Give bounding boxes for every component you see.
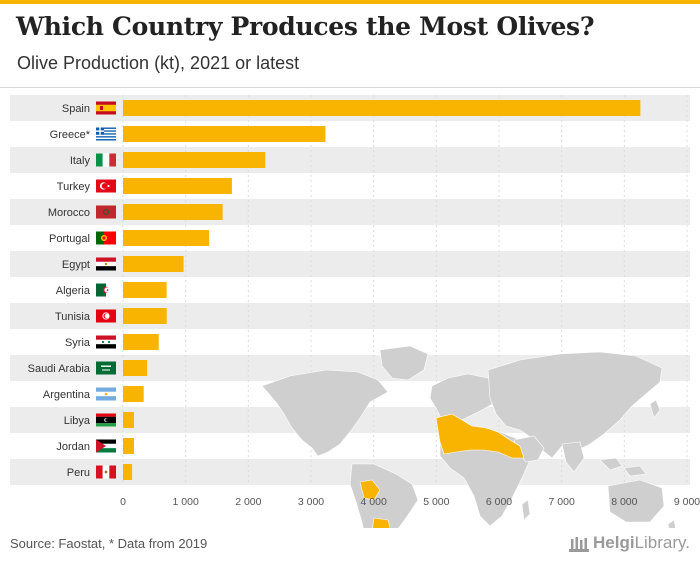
bar xyxy=(123,334,159,350)
category-label: Greece* xyxy=(50,129,91,141)
x-tick-label: 3 000 xyxy=(298,496,324,508)
helgilibrary-logo: HelgiLibrary. xyxy=(569,533,690,553)
world-map-illustration xyxy=(261,345,676,528)
x-tick-label: 9 000 xyxy=(674,496,700,508)
bar xyxy=(123,100,641,116)
flag-peru-icon xyxy=(96,465,116,479)
x-tick-label: 4 000 xyxy=(361,496,387,508)
logo-suffix: Library. xyxy=(634,533,690,552)
category-label: Portugal xyxy=(49,233,90,245)
flag-argentina-icon xyxy=(96,387,116,401)
category-label: Italy xyxy=(70,155,91,167)
bar xyxy=(123,360,148,376)
bar xyxy=(123,438,134,454)
source-note: Source: Faostat, * Data from 2019 xyxy=(10,536,208,551)
flag-syria-icon xyxy=(96,335,116,349)
category-label: Jordan xyxy=(56,441,90,453)
flag-morocco-icon xyxy=(96,205,116,219)
x-tick-label: 1 000 xyxy=(173,496,199,508)
category-label: Spain xyxy=(62,103,90,115)
library-columns-icon xyxy=(569,536,589,552)
category-label: Syria xyxy=(65,337,91,349)
bar xyxy=(123,126,326,142)
bar xyxy=(123,464,133,480)
x-tick-label: 8 000 xyxy=(611,496,637,508)
bar xyxy=(123,386,144,402)
logo-prefix: Helgi xyxy=(593,533,635,552)
bar xyxy=(123,178,232,194)
flag-italy-icon xyxy=(96,153,116,167)
flag-saudi-arabia-icon xyxy=(96,361,116,375)
bar xyxy=(123,204,223,220)
category-label: Turkey xyxy=(57,181,91,193)
flag-greece-icon xyxy=(96,127,116,141)
header-divider xyxy=(0,87,700,88)
flag-libya-icon xyxy=(96,413,116,427)
category-label: Morocco xyxy=(48,207,90,219)
page-subtitle: Olive Production (kt), 2021 or latest xyxy=(17,53,300,73)
page-title: Which Country Produces the Most Olives? xyxy=(16,12,595,41)
flag-jordan-icon xyxy=(96,439,116,453)
flag-spain-icon xyxy=(96,101,116,115)
bar xyxy=(123,230,210,246)
x-axis-tick-labels: 0 1 000 2 000 3 000 4 000 5 000 6 000 7 000 8 00… xyxy=(120,496,700,508)
flag-egypt-icon xyxy=(96,257,116,271)
top-accent-bar xyxy=(0,0,700,4)
bar-chart: Spain Greece* Italy Turkey Morocco Portugal Eg… xyxy=(10,95,700,528)
category-labels: Spain Greece* Italy Turkey Morocco Portugal Eg… xyxy=(28,103,91,479)
bar xyxy=(123,152,266,168)
category-label: Tunisia xyxy=(55,311,91,323)
bar xyxy=(123,256,184,272)
bar xyxy=(123,412,134,428)
x-tick-label: 0 xyxy=(120,496,126,508)
flag-tunisia-icon xyxy=(96,309,116,323)
category-label: Libya xyxy=(64,415,91,427)
category-label: Algeria xyxy=(56,285,91,297)
bar xyxy=(123,308,167,324)
x-tick-label: 5 000 xyxy=(423,496,449,508)
category-label: Egypt xyxy=(62,259,90,271)
category-label: Saudi Arabia xyxy=(28,363,91,375)
x-tick-label: 2 000 xyxy=(235,496,261,508)
bars xyxy=(123,100,641,480)
flag-portugal-icon xyxy=(96,231,116,245)
flag-icons xyxy=(96,101,116,479)
flag-turkey-icon xyxy=(96,179,116,193)
x-tick-label: 7 000 xyxy=(549,496,575,508)
category-label: Peru xyxy=(67,467,90,479)
bar xyxy=(123,282,167,298)
x-tick-label: 6 000 xyxy=(486,496,512,508)
flag-algeria-icon xyxy=(96,283,116,297)
category-label: Argentina xyxy=(43,389,91,401)
